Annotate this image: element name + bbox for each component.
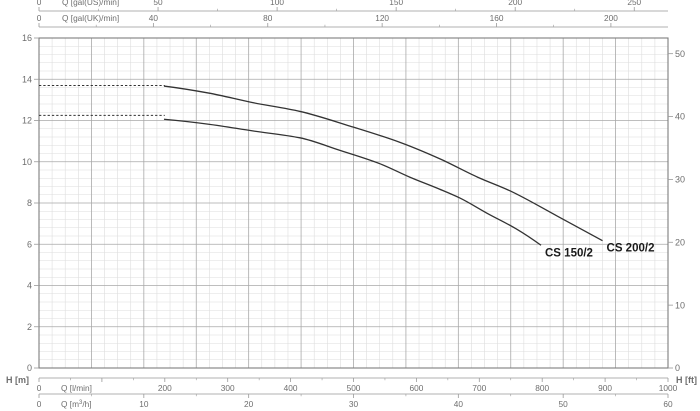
svg-text:300: 300 [221, 383, 235, 393]
svg-text:800: 800 [535, 383, 549, 393]
svg-text:0: 0 [675, 363, 680, 373]
svg-text:150: 150 [389, 0, 403, 7]
svg-text:20: 20 [675, 237, 685, 247]
svg-text:0: 0 [37, 399, 42, 409]
svg-text:0: 0 [37, 383, 42, 393]
svg-text:CS 150/2: CS 150/2 [545, 247, 593, 259]
svg-text:20: 20 [244, 399, 254, 409]
svg-text:12: 12 [22, 116, 32, 126]
svg-text:0: 0 [27, 363, 32, 373]
svg-text:160: 160 [490, 13, 504, 23]
svg-text:8: 8 [27, 198, 32, 208]
svg-text:50: 50 [675, 49, 685, 59]
svg-text:10: 10 [22, 157, 32, 167]
svg-text:Q [gal(US)/min]: Q [gal(US)/min] [62, 0, 119, 7]
svg-text:30: 30 [675, 175, 685, 185]
svg-text:120: 120 [375, 13, 389, 23]
svg-text:6: 6 [27, 239, 32, 249]
svg-text:50: 50 [559, 399, 569, 409]
svg-text:30: 30 [349, 399, 359, 409]
svg-text:14: 14 [22, 74, 32, 84]
svg-text:700: 700 [472, 383, 486, 393]
svg-text:40: 40 [675, 112, 685, 122]
svg-text:CS 200/2: CS 200/2 [607, 243, 655, 255]
svg-text:0: 0 [37, 0, 42, 7]
svg-text:600: 600 [409, 383, 423, 393]
svg-text:60: 60 [663, 399, 673, 409]
svg-text:200: 200 [604, 13, 618, 23]
svg-text:10: 10 [675, 300, 685, 310]
svg-text:1000: 1000 [659, 383, 678, 393]
svg-text:200: 200 [508, 0, 522, 7]
svg-text:10: 10 [139, 399, 149, 409]
svg-text:40: 40 [149, 13, 159, 23]
svg-text:100: 100 [270, 0, 284, 7]
svg-text:16: 16 [22, 33, 32, 43]
svg-text:Q [l/min]: Q [l/min] [61, 383, 92, 393]
svg-text:Q [gal(UK)/min]: Q [gal(UK)/min] [62, 13, 119, 23]
svg-text:250: 250 [627, 0, 641, 7]
svg-text:80: 80 [263, 13, 273, 23]
svg-text:200: 200 [158, 383, 172, 393]
svg-text:2: 2 [27, 322, 32, 332]
svg-text:Q [m3/h]: Q [m3/h] [61, 399, 92, 409]
svg-text:4: 4 [27, 281, 32, 291]
svg-text:0: 0 [37, 13, 42, 23]
svg-text:40: 40 [454, 399, 464, 409]
svg-text:900: 900 [598, 383, 612, 393]
svg-text:500: 500 [347, 383, 361, 393]
svg-text:400: 400 [284, 383, 298, 393]
svg-text:50: 50 [153, 0, 163, 7]
svg-text:H [m]: H [m] [6, 375, 29, 385]
svg-text:H [ft]: H [ft] [676, 375, 697, 385]
